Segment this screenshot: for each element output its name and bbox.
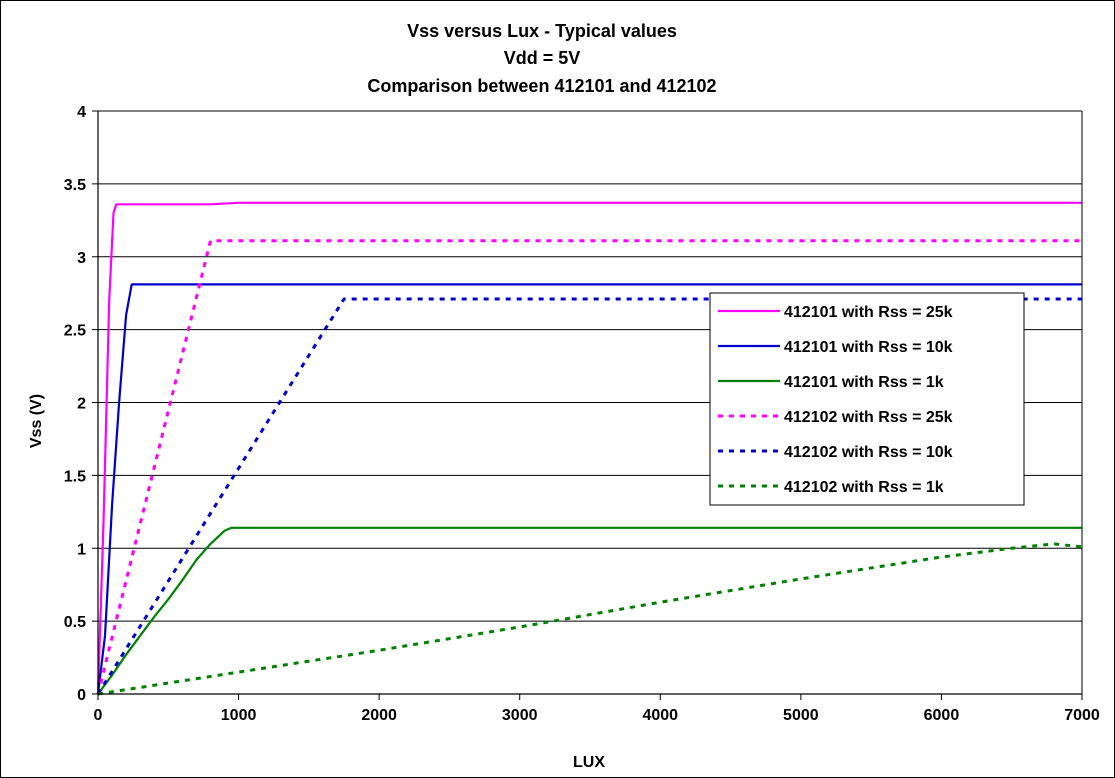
x-tick-label: 3000 xyxy=(502,707,538,724)
legend-label-1: 412101 with Rss = 25k xyxy=(784,304,953,321)
series-line-4 xyxy=(96,239,1082,695)
series-line-3 xyxy=(97,526,1082,695)
y-axis-label: Vss (V) xyxy=(28,394,45,448)
y-tick-label: 0.5 xyxy=(64,614,86,631)
grid-lines xyxy=(98,110,1082,622)
y-tick-label: 4 xyxy=(77,104,86,121)
x-tick-label: 1000 xyxy=(221,707,257,724)
chart-title-line-3: Comparison between 412101 and 412102 xyxy=(367,76,716,96)
series-line-6 xyxy=(97,542,1083,696)
y-tick-label: 3.5 xyxy=(64,177,86,194)
y-tick-label: 3 xyxy=(77,250,86,267)
y-tick-label: 1 xyxy=(77,541,86,558)
legend: 412101 with Rss = 25k 412101 with Rss = 1… xyxy=(709,292,1025,506)
chart-title-line-2: Vdd = 5V xyxy=(504,48,581,68)
legend-label-4: 412102 with Rss = 25k xyxy=(784,409,953,426)
x-tick-label: 0 xyxy=(94,707,103,724)
series-line-2 xyxy=(96,283,1082,695)
x-axis-label: LUX xyxy=(573,754,605,771)
x-tick-label: 7000 xyxy=(1064,707,1100,724)
x-tick-label: 6000 xyxy=(924,707,960,724)
legend-label-5: 412102 with Rss = 10k xyxy=(784,444,953,461)
legend-label-6: 412102 with Rss = 1k xyxy=(784,479,944,496)
y-tick-label: 0 xyxy=(77,687,86,704)
legend-label-3: 412101 with Rss = 1k xyxy=(784,374,944,391)
legend-box xyxy=(709,292,1025,506)
tick-labels: 0 0.5 1 1.5 2 2.5 3 3.5 4 0 1000 2000 3000 4000 5000 60… xyxy=(64,104,1100,724)
x-tick-label: 4000 xyxy=(642,707,678,724)
series-line-1 xyxy=(96,201,1082,695)
axes xyxy=(92,110,1083,700)
y-tick-label: 2.5 xyxy=(64,323,86,340)
x-tick-label: 2000 xyxy=(361,707,397,724)
chart-title-line-1: Vss versus Lux - Typical values xyxy=(407,21,677,41)
chart-title: Vss versus Lux - Typical values Vdd = 5V… xyxy=(367,21,716,96)
y-tick-label: 2 xyxy=(77,396,86,413)
y-tick-label: 1.5 xyxy=(64,468,86,485)
x-tick-label: 5000 xyxy=(783,707,819,724)
legend-label-2: 412101 with Rss = 10k xyxy=(784,339,953,356)
